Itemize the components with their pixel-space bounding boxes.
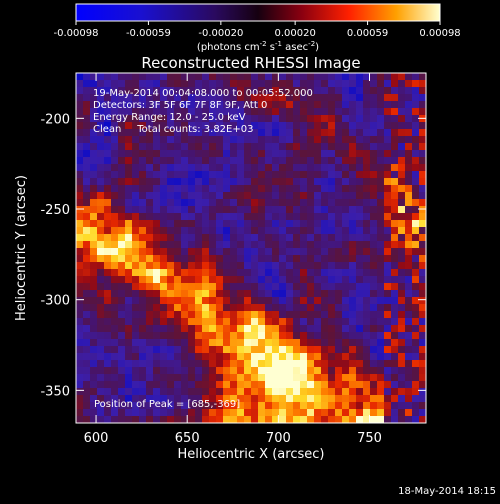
colorbar-units: (photons cm-2 s-1 asec-2) [197,40,319,53]
x-tick-label: 650 [175,431,200,446]
y-tick-label: -350 [40,384,70,399]
annotation-detectors: Detectors: 3F 5F 6F 7F 8F 9F, Att 0 [93,100,267,111]
annotation-energy-range: Energy Range: 12.0 - 25.0 keV [93,112,246,123]
chart-title: Reconstructed RHESSI Image [141,54,360,72]
annotation-time-range: 19-May-2014 00:04:08.000 to 00:05:52.000 [93,88,313,99]
heatmap-image [76,73,426,423]
x-axis: 600 650 700 750 [84,73,382,446]
y-tick-label: -300 [40,294,70,309]
footer-timestamp: 18-May-2014 18:15 [398,486,496,497]
colorbar-tick-label: 0.00059 [347,28,388,39]
plot-frame [75,72,427,424]
y-tick-label: -200 [40,112,70,127]
y-tick-label: -250 [40,203,70,218]
x-tick-label: 750 [357,431,382,446]
y-axis-label: Heliocentric Y (arcsec) [14,175,29,321]
colorbar-tick-label: 0.00020 [274,28,315,39]
colorbar [75,3,441,22]
colorbar-tick-label: -0.00020 [198,28,243,39]
colorbar-tick-label: -0.00098 [54,28,99,39]
x-tick-label: 600 [84,431,109,446]
annotation-peak-position: Position of Peak = [685,-369] [94,399,240,410]
x-tick-label: 700 [266,431,291,446]
y-axis: -200 -250 -300 -350 [40,112,426,399]
x-axis-label: Heliocentric X (arcsec) [178,447,325,462]
colorbar-ticks: -0.00098 -0.00059 -0.00020 0.00020 0.00059 0.… [54,21,461,39]
annotation-total-counts: Clean Total counts: 3.82E+03 [93,124,253,135]
colorbar-tick-label: 0.00098 [419,28,460,39]
colorbar-tick-label: -0.00059 [126,28,171,39]
